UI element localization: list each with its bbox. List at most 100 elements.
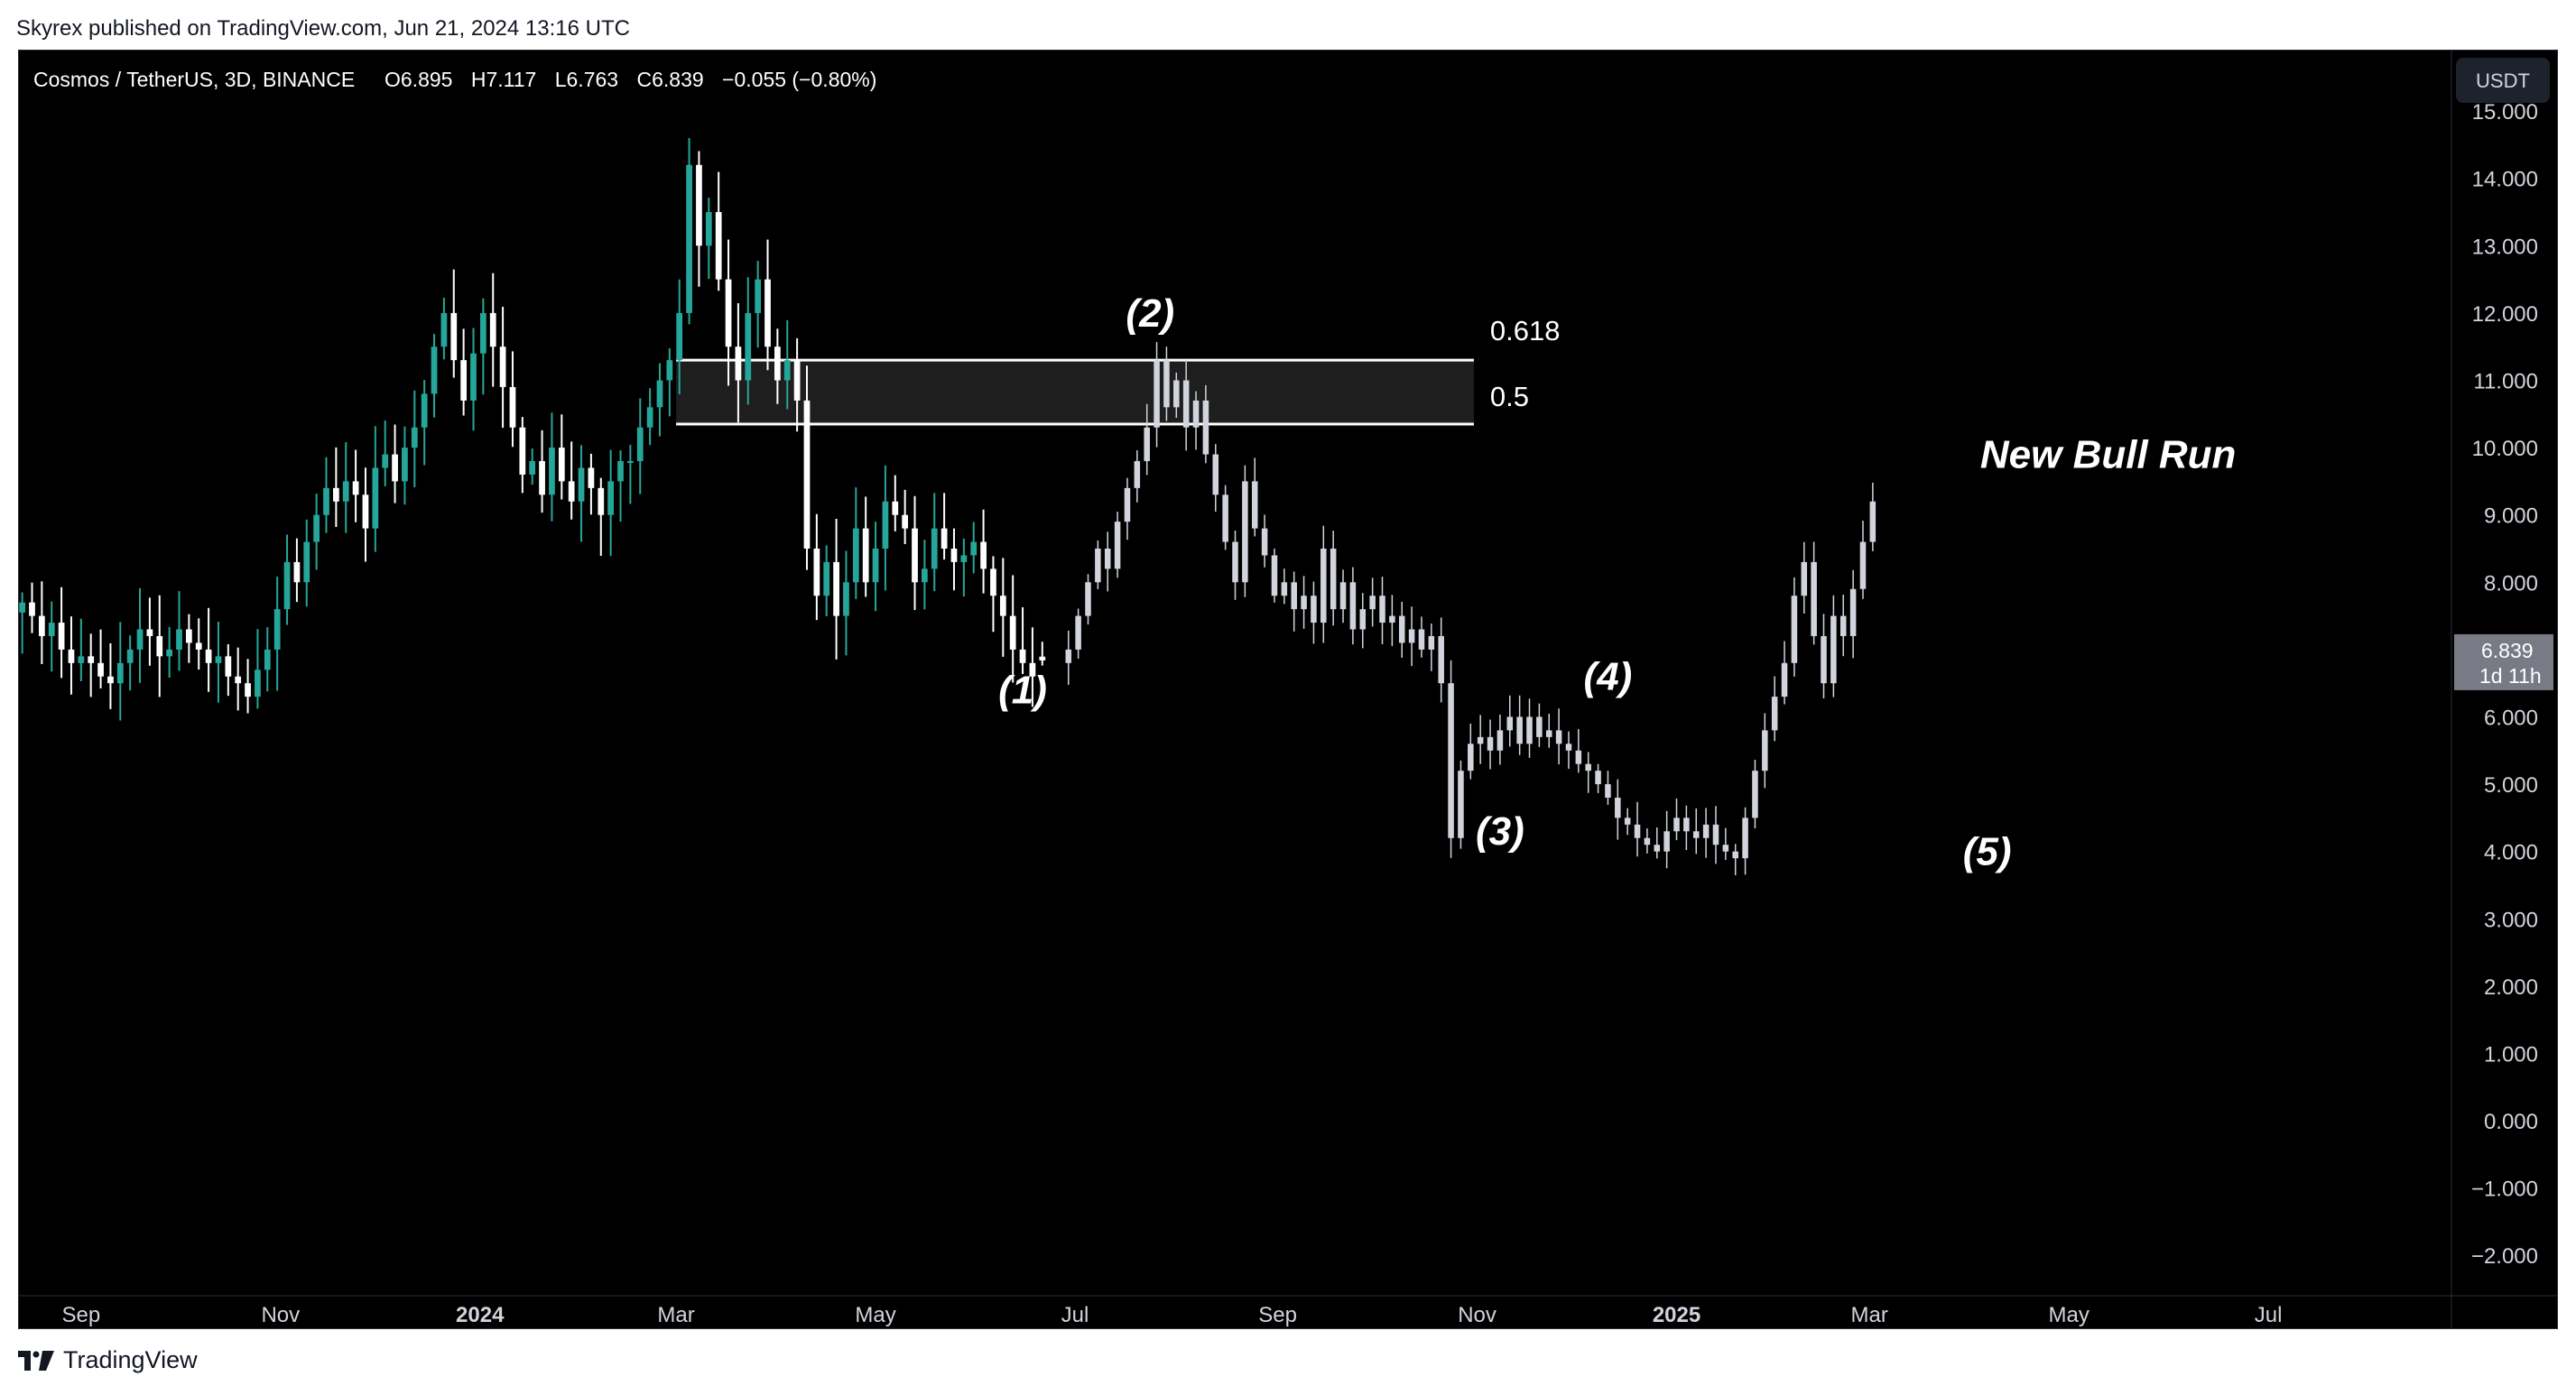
tradingview-logo-icon bbox=[18, 1350, 54, 1371]
open-label: O bbox=[385, 68, 401, 91]
price-tick-label: 5.000 bbox=[2484, 773, 2538, 798]
projection-bar bbox=[1320, 549, 1327, 624]
time-axis[interactable]: Sep Nov 2024 Mar May Jul Sep Nov 2025 Mar May Jul bbox=[61, 1303, 2282, 1327]
low-value: 6.763 bbox=[567, 68, 619, 91]
wave-annotation: (1) bbox=[998, 669, 1047, 713]
time-tick-label: Sep bbox=[61, 1303, 100, 1327]
candle-body bbox=[38, 615, 45, 636]
projection-bar bbox=[1791, 596, 1798, 663]
candle-body bbox=[999, 596, 1006, 616]
projection-bar bbox=[1722, 845, 1729, 852]
candle-body bbox=[539, 461, 545, 495]
candle-body bbox=[185, 629, 192, 643]
projection-bar bbox=[1085, 582, 1091, 616]
candle-body bbox=[636, 427, 644, 462]
candle-body bbox=[598, 487, 605, 515]
projection-bar bbox=[1418, 629, 1425, 650]
chart-frame: 0.618 0.5 (1) (2) (3) (4) (5) New Bull Run 15.… bbox=[18, 50, 2558, 1329]
projection-bar bbox=[1163, 360, 1170, 408]
projection-bar bbox=[1811, 561, 1817, 636]
projection-bar bbox=[1154, 360, 1160, 428]
candle-body bbox=[440, 312, 448, 347]
candle-body bbox=[578, 467, 585, 502]
price-tick-label: 14.000 bbox=[2472, 168, 2538, 192]
candle-body bbox=[293, 561, 301, 583]
projection-bar bbox=[1124, 487, 1131, 522]
projection-bar bbox=[1605, 784, 1611, 798]
candle-body bbox=[116, 662, 124, 684]
high-value: 7.117 bbox=[486, 68, 536, 91]
projection-bar bbox=[1869, 501, 1876, 542]
projection-bar bbox=[1311, 596, 1317, 624]
projection-bar bbox=[1683, 818, 1690, 832]
projection-bar bbox=[1673, 818, 1680, 832]
price-tick-label: 0.000 bbox=[2484, 1110, 2538, 1134]
candle-body bbox=[617, 461, 624, 482]
price-chart[interactable]: 0.618 0.5 (1) (2) (3) (4) (5) New Bull Run 15.… bbox=[19, 51, 2557, 1328]
projection-bar bbox=[1398, 615, 1405, 643]
candle-body bbox=[489, 312, 496, 347]
projection-bar bbox=[1301, 596, 1307, 610]
candle-body bbox=[950, 549, 958, 562]
legend-symbol[interactable]: Cosmos / TetherUS, 3D, BINANCE bbox=[33, 68, 355, 91]
projection-bar bbox=[1222, 494, 1228, 542]
candle-body bbox=[176, 629, 182, 650]
projection-bar bbox=[1644, 837, 1651, 845]
projection-bar bbox=[1192, 400, 1200, 428]
candle-body bbox=[264, 649, 271, 670]
projection-bar bbox=[1389, 615, 1395, 624]
candle-body bbox=[342, 481, 349, 502]
candle-body bbox=[107, 676, 114, 684]
projection-bar bbox=[1595, 771, 1601, 785]
low-label: L bbox=[555, 68, 567, 91]
candle-body bbox=[382, 454, 389, 468]
candle-body bbox=[29, 602, 35, 616]
candle-body bbox=[793, 360, 801, 401]
close-value: 6.839 bbox=[652, 68, 704, 91]
projection-bar bbox=[1339, 582, 1347, 610]
time-tick-label: 2025 bbox=[1653, 1303, 1700, 1327]
fib-label-05: 0.5 bbox=[1490, 381, 1529, 412]
projection-bar bbox=[1839, 615, 1847, 636]
candle-body bbox=[68, 649, 75, 663]
candle-body bbox=[509, 386, 516, 428]
candle-body bbox=[735, 346, 742, 381]
tradingview-brand[interactable]: TradingView bbox=[18, 1346, 198, 1374]
time-tick-label: Nov bbox=[1458, 1303, 1496, 1327]
publisher-line: Skyrex published on TradingView.com, Jun… bbox=[16, 16, 630, 41]
currency-button[interactable]: USDT bbox=[2456, 58, 2550, 103]
projection-bar bbox=[1261, 528, 1268, 556]
candle-body bbox=[1009, 615, 1016, 650]
candle-body bbox=[362, 494, 369, 529]
candle-body bbox=[411, 427, 418, 448]
candle-body bbox=[529, 461, 536, 475]
price-tick-label: 2.000 bbox=[2484, 975, 2538, 1000]
projection-bar bbox=[1448, 683, 1454, 838]
price-tick-label: 11.000 bbox=[2473, 370, 2538, 394]
projection-bar bbox=[1615, 798, 1621, 818]
candle-body bbox=[48, 623, 55, 636]
open-value: 6.895 bbox=[401, 68, 453, 91]
currency-button-label[interactable]: USDT bbox=[2476, 69, 2530, 92]
projection-bar bbox=[1104, 549, 1111, 569]
candle-body bbox=[607, 481, 615, 515]
projection-bar bbox=[1496, 730, 1504, 751]
projection-bar bbox=[1075, 615, 1081, 650]
candle-body bbox=[725, 279, 732, 347]
projection-bar bbox=[1242, 481, 1248, 583]
projection-bar bbox=[1801, 561, 1808, 596]
currency-button-bg[interactable] bbox=[2456, 58, 2550, 103]
projection-bar bbox=[1654, 845, 1661, 852]
projection-bar bbox=[1830, 615, 1837, 684]
projection-bar bbox=[1408, 629, 1415, 643]
projection-bar bbox=[1477, 736, 1484, 744]
projection-bar bbox=[1271, 555, 1278, 596]
projection-bar bbox=[1369, 596, 1376, 610]
candle-body bbox=[421, 393, 428, 428]
candle-body bbox=[852, 528, 859, 583]
candle-body bbox=[686, 164, 692, 313]
candle-body bbox=[755, 279, 762, 313]
last-price-badge: 6.839 1d 11h bbox=[2454, 633, 2553, 690]
projection-bar bbox=[1752, 771, 1758, 818]
candle-body bbox=[990, 568, 996, 596]
